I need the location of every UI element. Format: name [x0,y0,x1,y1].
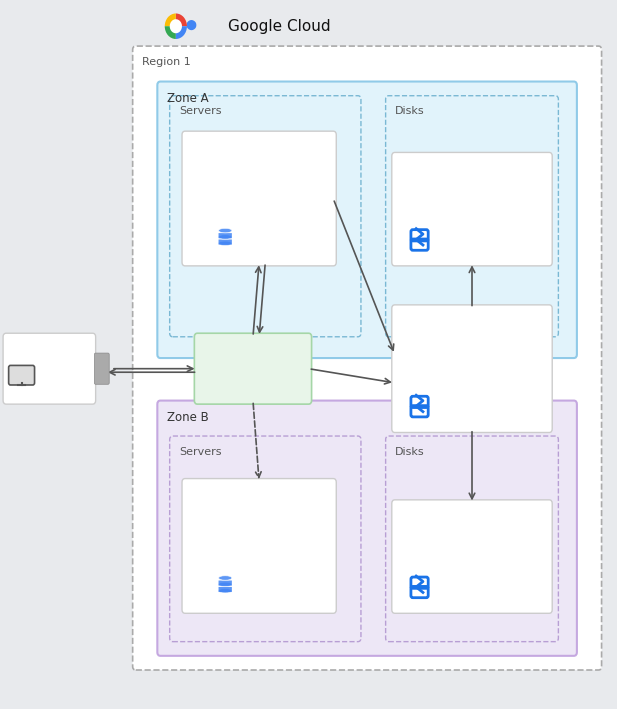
Wedge shape [176,13,187,26]
FancyBboxPatch shape [218,587,232,592]
Ellipse shape [218,588,232,593]
FancyBboxPatch shape [392,305,552,432]
Wedge shape [176,26,187,39]
Ellipse shape [218,228,232,233]
Text: IP address: IP address [217,362,289,376]
FancyBboxPatch shape [94,353,109,384]
Text: Region 1: Region 1 [142,57,191,67]
FancyBboxPatch shape [157,82,577,358]
FancyBboxPatch shape [182,479,336,613]
Wedge shape [170,19,182,33]
FancyBboxPatch shape [218,581,232,586]
Text: Primary instance: Primary instance [196,152,323,165]
Text: Zone B: Zone B [167,411,209,424]
FancyBboxPatch shape [194,333,312,404]
Text: Servers: Servers [179,106,222,116]
Ellipse shape [218,235,232,239]
Text: Persistent disk: Persistent disk [444,387,526,397]
Text: Google Cloud: Google Cloud [228,18,331,34]
Ellipse shape [218,241,232,245]
Text: Zone A: Zone A [167,92,208,105]
Text: Persistent
disk 02: Persistent disk 02 [450,542,522,571]
Text: Regional: Regional [445,326,499,339]
FancyBboxPatch shape [392,152,552,266]
Text: Client
application: Client application [40,358,102,379]
Text: ⬤: ⬤ [186,20,197,30]
FancyBboxPatch shape [218,233,232,238]
FancyBboxPatch shape [157,401,577,656]
FancyBboxPatch shape [3,333,96,404]
Ellipse shape [218,582,232,586]
Text: Cloud SQL: Cloud SQL [247,566,304,576]
Wedge shape [165,13,176,26]
Wedge shape [165,26,176,39]
Ellipse shape [218,576,232,580]
Text: Disks: Disks [395,106,424,116]
FancyBboxPatch shape [392,500,552,613]
Text: Cloud SQL: Cloud SQL [247,218,304,228]
FancyBboxPatch shape [182,131,336,266]
FancyBboxPatch shape [133,46,602,670]
Text: Servers: Servers [179,447,222,457]
Text: Standby instance: Standby instance [194,500,324,513]
Text: Disks: Disks [395,447,424,457]
FancyBboxPatch shape [9,365,35,385]
Text: Persistent
disk 01: Persistent disk 01 [450,195,522,223]
FancyBboxPatch shape [218,240,232,245]
